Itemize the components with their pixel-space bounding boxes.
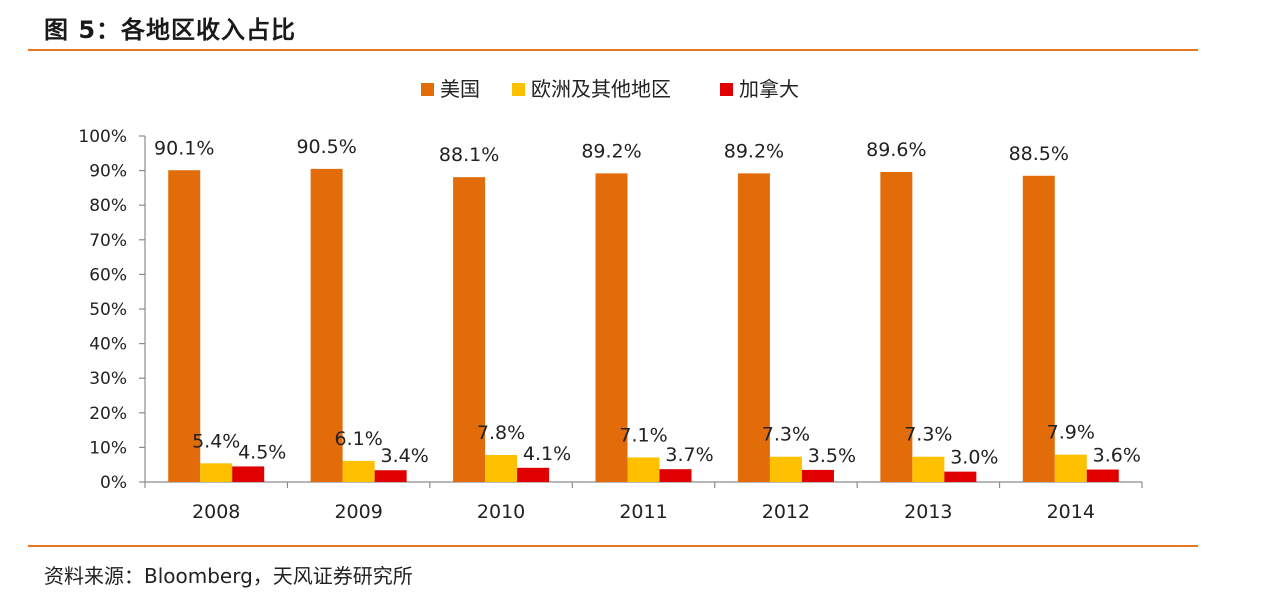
data-label-us-2009: 90.5% — [296, 136, 356, 158]
bar-europe-2012 — [769, 456, 802, 482]
bar-us-2012 — [737, 173, 770, 483]
y-tick-label: 10% — [89, 438, 127, 458]
bar-canada-2010 — [517, 467, 550, 482]
x-tick-label: 2009 — [334, 501, 382, 523]
bar-europe-2013 — [912, 456, 945, 482]
bar-europe-2014 — [1054, 454, 1087, 482]
data-label-europe-2011: 7.1% — [619, 424, 667, 446]
data-label-europe-2013: 7.3% — [904, 424, 952, 446]
bar-canada-2008 — [232, 466, 265, 482]
data-label-us-2013: 89.6% — [866, 139, 926, 161]
bar-europe-2008 — [200, 463, 233, 482]
x-tick-label: 2013 — [904, 501, 952, 523]
bar-us-2014 — [1022, 175, 1055, 483]
bar-europe-2011 — [627, 457, 660, 482]
y-tick-label: 90% — [89, 162, 127, 182]
y-tick-label: 20% — [89, 404, 127, 424]
data-label-canada-2009: 3.4% — [381, 445, 429, 467]
bar-canada-2014 — [1086, 469, 1119, 482]
bottom-divider — [28, 545, 1198, 547]
legend-label-1: 美国 — [440, 77, 480, 101]
y-tick-label: 80% — [89, 196, 127, 216]
data-label-canada-2008: 4.5% — [238, 441, 286, 463]
bar-us-2013 — [880, 171, 913, 482]
bar-us-2011 — [595, 173, 628, 483]
data-label-canada-2012: 3.5% — [808, 445, 856, 467]
y-tick-label: 60% — [89, 265, 127, 285]
legend-label-3: 加拿大 — [739, 77, 799, 101]
data-label-canada-2013: 3.0% — [950, 447, 998, 469]
legend-swatch-1 — [421, 83, 434, 96]
top-divider — [28, 49, 1198, 51]
bar-chart: 美国 欧洲及其他地区 加拿大 0% 10% 20% 30% 40% 50% 60% 70% 80% 90… — [78, 77, 1143, 523]
data-label-canada-2014: 3.6% — [1093, 445, 1141, 467]
y-tick-label: 40% — [89, 335, 127, 355]
data-label-canada-2010: 4.1% — [523, 443, 571, 465]
x-tick-label: 2011 — [619, 501, 667, 523]
data-label-europe-2010: 7.8% — [477, 422, 525, 444]
bar-europe-2010 — [485, 455, 518, 482]
legend-label-2: 欧洲及其他地区 — [531, 77, 671, 101]
y-tick-label: 50% — [89, 300, 127, 320]
bar-canada-2011 — [659, 469, 692, 482]
figure-title: 图 5：各地区收入占比 — [44, 16, 297, 44]
source-note: 资料来源：Bloomberg，天风证券研究所 — [44, 564, 413, 588]
y-tick-label: 70% — [89, 231, 127, 251]
x-tick-label: 2012 — [762, 501, 810, 523]
data-label-us-2012: 89.2% — [724, 140, 784, 162]
bar-us-2010 — [453, 177, 486, 482]
bar-us-2009 — [310, 168, 343, 482]
bar-canada-2009 — [374, 470, 407, 482]
x-tick-label: 2010 — [477, 501, 525, 523]
data-label-europe-2014: 7.9% — [1047, 422, 1095, 444]
data-label-us-2014: 88.5% — [1009, 143, 1069, 165]
y-tick-label: 0% — [100, 473, 127, 493]
bar-canada-2012 — [801, 469, 834, 482]
legend-swatch-3 — [720, 83, 733, 96]
data-label-europe-2009: 6.1% — [335, 428, 383, 450]
data-label-europe-2012: 7.3% — [762, 424, 810, 446]
data-label-europe-2008: 5.4% — [192, 430, 240, 452]
y-tick-label: 100% — [78, 127, 127, 147]
x-tick-label: 2014 — [1047, 501, 1095, 523]
data-label-us-2011: 89.2% — [581, 140, 641, 162]
data-label-us-2010: 88.1% — [439, 144, 499, 166]
data-label-us-2008: 90.1% — [154, 137, 214, 159]
x-tick-label: 2008 — [192, 501, 240, 523]
bar-europe-2009 — [342, 460, 375, 482]
legend-swatch-2 — [512, 83, 525, 96]
bar-canada-2013 — [944, 471, 977, 482]
data-label-canada-2011: 3.7% — [665, 444, 713, 466]
bar-us-2008 — [168, 170, 201, 482]
y-tick-label: 30% — [89, 369, 127, 389]
